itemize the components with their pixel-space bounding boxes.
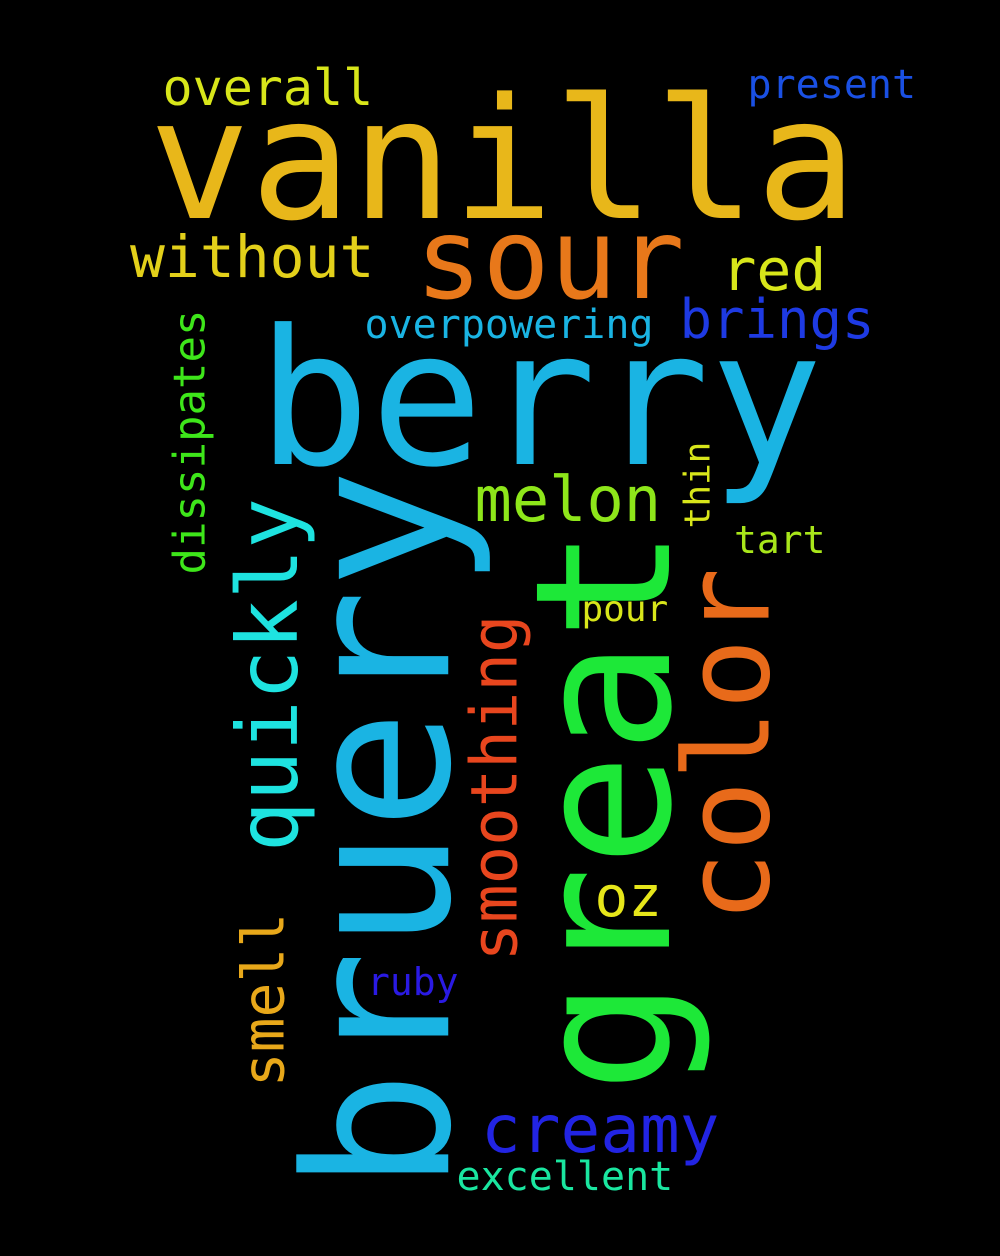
- word-present: present: [747, 62, 917, 108]
- word-smoothing: smoothing: [457, 614, 532, 962]
- word-thin: thin: [676, 441, 718, 529]
- word-brings: brings: [679, 288, 875, 351]
- word-without: without: [130, 223, 375, 291]
- word-excellent: excellent: [456, 1154, 674, 1200]
- word-overall: overall: [162, 59, 374, 117]
- word-pour: pour: [581, 589, 669, 630]
- word-smell: smell: [228, 912, 297, 1088]
- word-dissipates: dissipates: [163, 309, 215, 575]
- word-vanilla: vanilla: [149, 62, 858, 258]
- word-creamy: creamy: [481, 1091, 720, 1168]
- word-berry: berry: [257, 290, 823, 509]
- word-sour: sour: [415, 195, 685, 325]
- word-red: red: [721, 236, 827, 304]
- word-melon: melon: [474, 463, 662, 536]
- word-ruby: ruby: [367, 960, 459, 1004]
- word-quickly: quickly: [219, 497, 318, 853]
- word-color: color: [658, 567, 797, 923]
- word-oz: oz: [594, 865, 662, 930]
- word-overpowering: overpowering: [364, 302, 654, 348]
- word-tart: tart: [734, 518, 826, 562]
